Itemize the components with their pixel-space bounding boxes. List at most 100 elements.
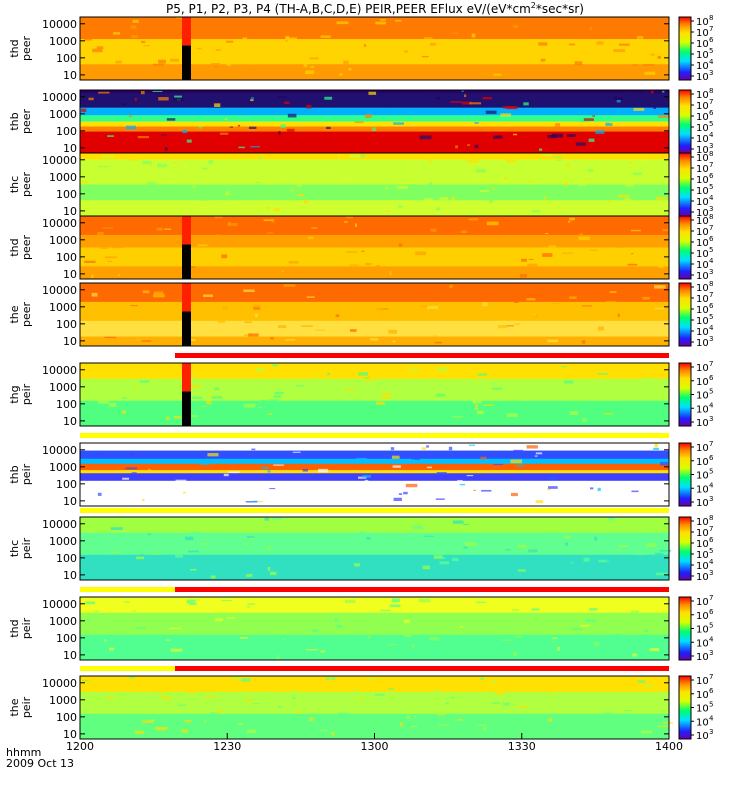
spectrogram-texture (617, 549, 621, 551)
spectrogram-texture (473, 408, 479, 410)
spectrogram-texture (331, 731, 335, 736)
spectrogram-texture (253, 500, 261, 503)
y-tick-label: 100 (56, 188, 77, 201)
colorbar-tick-label: 10 (696, 153, 709, 164)
y-tick-label: 10000 (42, 284, 77, 297)
spectrogram-texture (564, 380, 574, 384)
spectrogram-texture (456, 555, 461, 559)
spectrogram-texture (331, 684, 335, 688)
spectrogram-texture (475, 601, 486, 603)
colorbar-tick-label: 10 (696, 28, 709, 39)
spectrogram-texture (547, 339, 559, 343)
spectrogram-texture (452, 32, 459, 35)
spectrogram-texture (492, 187, 496, 190)
spectrogram-texture (345, 388, 356, 391)
spectrogram-texture (493, 135, 503, 139)
spectrogram-texture (439, 561, 450, 565)
spectrogram-texture (392, 340, 396, 343)
spectrogram-texture (270, 571, 277, 576)
spectrogram-texture (483, 727, 486, 731)
spectrogram-texture (272, 517, 282, 520)
spectrogram-texture (533, 544, 546, 549)
y-axis-label: thd (8, 39, 21, 57)
colorbar-tick-exponent: 6 (709, 608, 714, 616)
spectrogram-band (80, 612, 669, 636)
spectrogram-texture (429, 636, 440, 641)
spectrogram-texture (593, 642, 600, 646)
spectrogram-texture (589, 26, 592, 31)
spectrogram-texture (430, 228, 437, 232)
spectrogram-texture (389, 548, 398, 553)
spectrogram-texture (556, 728, 561, 730)
y-tick-label: 10 (63, 415, 77, 428)
spectrogram-texture (375, 401, 385, 405)
spectrogram-texture (608, 200, 612, 203)
spectrogram-texture (316, 394, 327, 397)
spectrogram-texture (125, 467, 138, 470)
spectrogram-band (80, 301, 669, 322)
spectrogram-texture (630, 253, 634, 255)
colorbar-tick-exponent: 5 (709, 622, 713, 630)
spectrogram-texture (512, 133, 518, 136)
colorbar-tick-label: 10 (696, 123, 709, 134)
spectrogram-texture (662, 228, 669, 232)
colorbar-tick-label: 10 (696, 363, 709, 374)
data-gap-edge (182, 216, 191, 245)
spectrogram-texture (152, 251, 164, 254)
spectrogram-texture (530, 622, 535, 627)
spectrogram-texture (260, 31, 268, 35)
spectrogram-texture (491, 702, 500, 704)
spectrogram-texture (551, 133, 563, 138)
spectrogram-texture (106, 476, 115, 480)
spectrogram-texture (523, 102, 529, 106)
spectrogram-texture (173, 161, 179, 164)
spectrogram-texture (219, 486, 231, 489)
spectrogram-texture (115, 60, 122, 64)
spectrogram-texture (528, 549, 538, 553)
spectrogram-texture (330, 631, 341, 633)
colorbar-tick-label: 10 (696, 539, 709, 550)
spectrogram-texture (495, 190, 501, 194)
spectrogram-texture (577, 619, 581, 621)
spectrogram-texture (500, 240, 506, 243)
spectrogram-texture (553, 156, 563, 158)
spectrogram-band (80, 363, 669, 380)
spectrogram-band (80, 200, 669, 217)
spectrogram-texture (238, 274, 242, 278)
spectrogram-texture (132, 243, 137, 245)
spectrogram-texture (604, 712, 612, 717)
spectrogram-texture (574, 61, 583, 66)
spectrogram-texture (486, 221, 499, 226)
spectrogram-texture (164, 147, 168, 151)
spectrogram-texture (472, 231, 479, 233)
spectrogram-texture (104, 256, 117, 259)
spectrogram-texture (651, 708, 656, 710)
spectrogram-texture (411, 644, 415, 648)
spectrogram-texture (475, 404, 479, 408)
panel-frame (79, 215, 670, 280)
spectrogram-texture (267, 567, 271, 571)
colorbar-tick-exponent: 3 (709, 415, 713, 423)
spectrogram-texture (298, 231, 310, 233)
spectrogram-texture (617, 194, 630, 198)
spectrogram-texture (245, 17, 252, 21)
colorbar-tick-exponent: 4 (709, 558, 714, 566)
spectrogram-texture (342, 176, 353, 181)
colorbar-tick-exponent: 4 (709, 401, 714, 409)
spectrogram-texture (305, 70, 315, 75)
spectrogram-texture (149, 732, 153, 737)
figure-title-text: P5, P1, P2, P3, P4 (TH-A,B,C,D,E) PEIR,P… (166, 2, 531, 16)
spectrogram-texture (535, 452, 543, 455)
spectrogram-texture (584, 178, 591, 180)
colorbar (678, 442, 692, 507)
spectrogram-texture (474, 144, 479, 149)
spectrogram-texture (178, 493, 182, 496)
spectrogram-texture (370, 451, 374, 456)
spectrogram-texture (312, 629, 319, 633)
spectrogram-texture (206, 400, 212, 405)
spectrogram-texture (608, 539, 621, 543)
spectrogram-texture (130, 305, 138, 307)
spectrogram-texture (280, 176, 289, 179)
